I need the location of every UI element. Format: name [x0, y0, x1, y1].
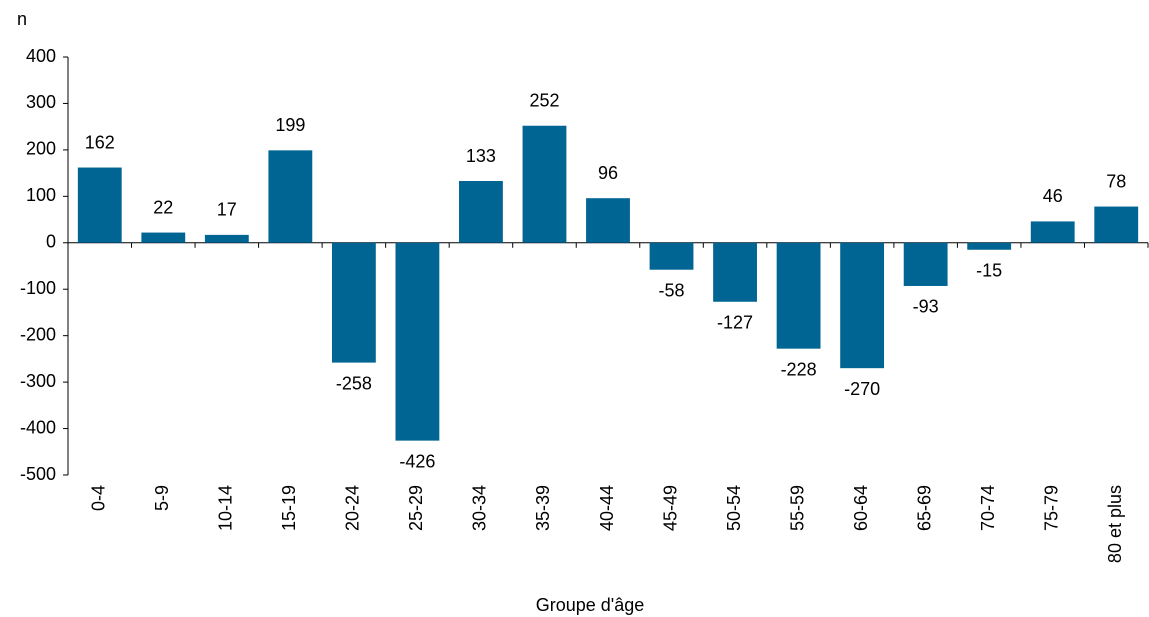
bar: [331, 242, 376, 363]
data-label: -426: [399, 451, 435, 471]
y-tick-label: 300: [26, 92, 56, 112]
bar: [204, 234, 249, 243]
x-tick-label: 0-4: [89, 485, 109, 511]
data-label: -58: [659, 280, 685, 300]
data-label: -258: [336, 373, 372, 393]
bar: [776, 242, 821, 349]
data-label: -15: [976, 260, 1002, 280]
data-label: -93: [913, 297, 939, 317]
bar: [459, 181, 503, 243]
y-tick-label: 0: [46, 232, 56, 252]
data-label: 46: [1043, 186, 1063, 206]
bar: [649, 242, 694, 270]
x-tick-label: 45-49: [660, 485, 680, 531]
x-tick-label: 70-74: [978, 485, 998, 531]
x-tick-label: 55-59: [787, 485, 807, 531]
y-tick-label: -200: [20, 324, 56, 344]
x-tick-label: 80 et plus: [1105, 485, 1125, 563]
x-tick-label: 10-14: [216, 485, 236, 531]
data-label: 252: [529, 90, 559, 110]
x-tick-label: 5-9: [152, 485, 172, 511]
bar: [586, 198, 630, 243]
bar: [967, 242, 1012, 250]
y-tick-label: -400: [20, 417, 56, 437]
x-tick-label: 30-34: [470, 485, 490, 531]
data-label: 133: [466, 146, 496, 166]
bar: [903, 242, 948, 286]
y-tick-label: -500: [20, 464, 56, 484]
x-axis-label: Groupe d'âge: [536, 595, 645, 615]
bar: [1030, 221, 1075, 243]
y-tick-label: 200: [26, 139, 56, 159]
bar: [522, 125, 567, 243]
data-label: 17: [217, 200, 237, 220]
x-tick-label: 75-79: [1041, 485, 1061, 531]
x-tick-label: 65-69: [914, 485, 934, 531]
x-tick-label: 25-29: [406, 485, 426, 531]
x-tick-label: 50-54: [724, 485, 744, 531]
x-tick-label: 15-19: [279, 485, 299, 531]
data-label: 199: [275, 115, 305, 135]
data-label: 96: [598, 163, 618, 183]
bar: [840, 242, 885, 369]
data-label: 162: [85, 132, 115, 152]
x-tick-label: 20-24: [343, 485, 363, 531]
bar: [268, 150, 313, 243]
y-tick-label: 400: [26, 46, 56, 66]
x-tick-label: 35-39: [533, 485, 553, 531]
y-tick-label: -300: [20, 371, 56, 391]
bar: [77, 167, 122, 243]
data-label: -127: [717, 313, 753, 333]
bar: [141, 232, 186, 243]
data-label: 78: [1106, 171, 1126, 191]
data-label: -270: [844, 379, 880, 399]
data-label: -228: [781, 359, 817, 379]
bar: [395, 242, 440, 441]
data-label: 22: [153, 197, 173, 217]
bar: [1094, 206, 1139, 243]
y-tick-label: -100: [20, 278, 56, 298]
x-tick-label: 60-64: [851, 485, 871, 531]
x-tick-label: 40-44: [597, 485, 617, 531]
y-tick-label: 100: [26, 185, 56, 205]
bar: [713, 242, 757, 302]
y-axis-label: n: [17, 9, 27, 29]
